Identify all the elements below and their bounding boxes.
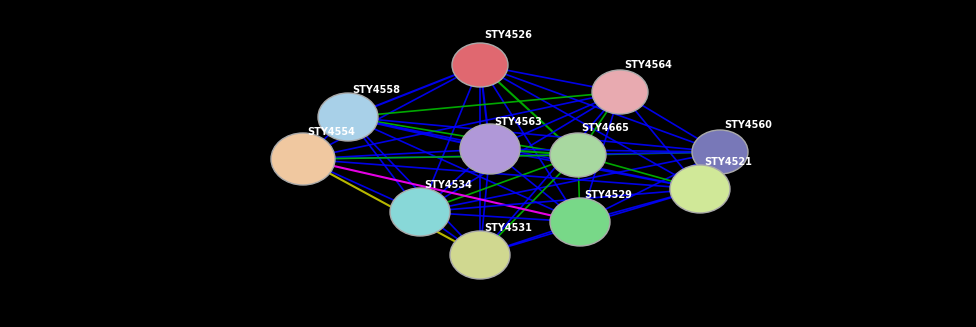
Text: STY4521: STY4521 [704,157,752,167]
Ellipse shape [390,188,450,236]
Ellipse shape [550,198,610,246]
Ellipse shape [318,93,378,141]
Text: STY4560: STY4560 [724,120,772,130]
Ellipse shape [271,133,335,185]
Text: STY4526: STY4526 [484,30,532,40]
Text: STY4665: STY4665 [581,123,629,133]
Text: STY4554: STY4554 [307,127,355,137]
Ellipse shape [670,165,730,213]
Text: STY4564: STY4564 [624,60,671,70]
Text: STY4558: STY4558 [352,85,400,95]
Ellipse shape [592,70,648,114]
Ellipse shape [550,133,606,177]
Text: STY4534: STY4534 [424,180,471,190]
Ellipse shape [452,43,508,87]
Text: STY4529: STY4529 [584,190,631,200]
Ellipse shape [692,130,748,174]
Ellipse shape [450,231,510,279]
Text: STY4563: STY4563 [494,117,542,127]
Text: STY4531: STY4531 [484,223,532,233]
Ellipse shape [460,124,520,174]
